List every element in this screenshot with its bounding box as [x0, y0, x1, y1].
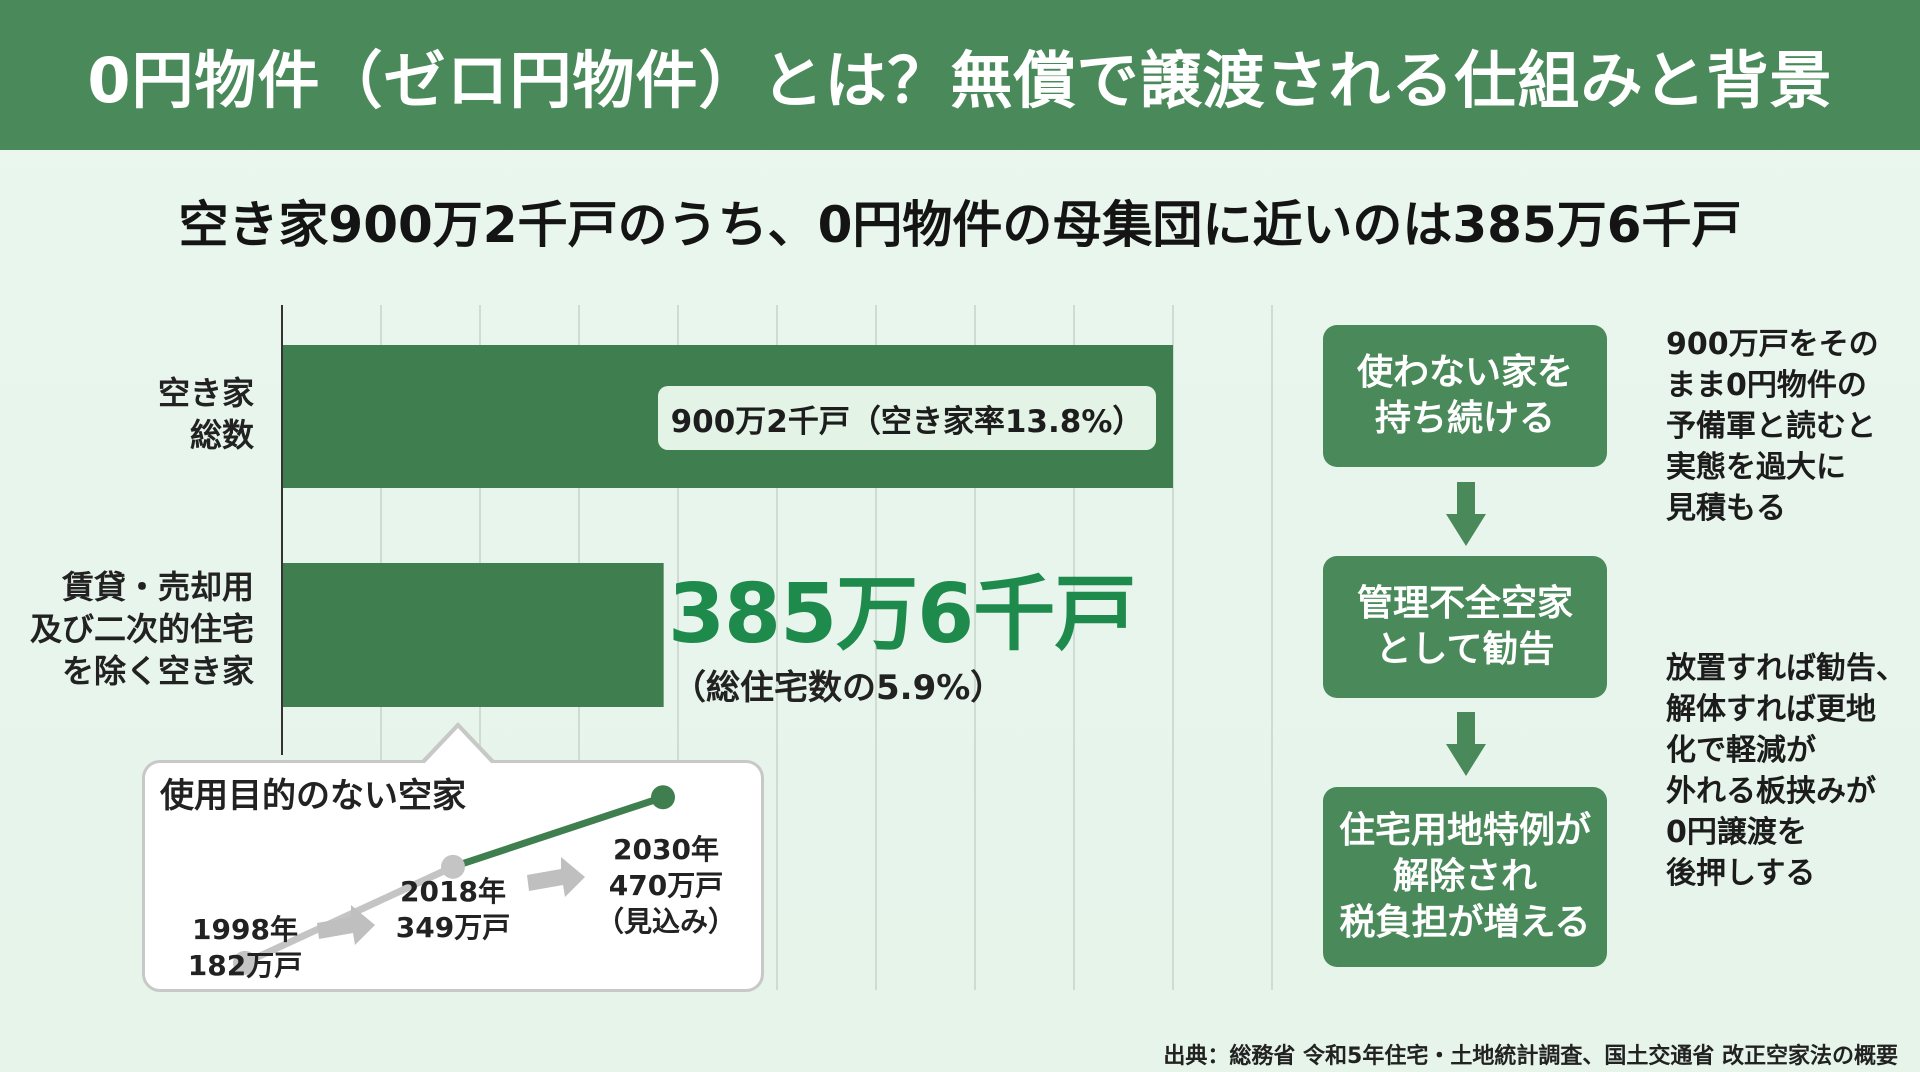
note-dilemma: 放置すれば勧告、 解体すれば更地 化で軽減が 外れる板挟みが 0円譲渡を 後押し…	[1666, 648, 1906, 894]
bar-other-data-label: 385万6千戸	[668, 567, 1136, 662]
flow-step-line: 管理不全空家	[1356, 583, 1573, 624]
flow-step-line: 解除され	[1392, 856, 1537, 897]
category-label-line: 空き家	[157, 374, 254, 412]
category-label-other-vacant: 賃貸・売却用 及び二次的住宅 を除く空き家	[30, 566, 254, 692]
trend-label-2018: 2018年 349万戸	[388, 874, 518, 946]
trend-arrow-right-icon	[317, 905, 375, 945]
note-line: 実態を過大に	[1666, 450, 1846, 485]
trend-value: 470万戸	[608, 869, 724, 902]
header-bar: 0円物件（ゼロ円物件）とは？無償で譲渡される仕組みと背景	[0, 0, 1920, 150]
note-line: 予備軍と読むと	[1666, 409, 1876, 444]
flow-arrow-down-icon	[1446, 482, 1486, 546]
flow-step-line: 住宅用地特例が	[1338, 810, 1591, 851]
trend-label-1998: 1998年 182万戸	[180, 912, 310, 984]
note-line: 解体すれば更地	[1666, 692, 1876, 727]
trend-arrow-right-icon	[527, 857, 585, 897]
note-line: 化で軽減が	[1666, 733, 1816, 768]
trend-value: 182万戸	[187, 949, 303, 982]
chart-subtitle: 空き家900万2千戸のうち、0円物件の母集団に近いのは385万6千戸	[178, 196, 1742, 254]
flow-step-line: として勧告	[1375, 629, 1555, 670]
trend-value: 349万戸	[395, 911, 511, 944]
trend-point	[441, 854, 465, 879]
note-line: 後押しする	[1666, 856, 1816, 891]
flow-step-line: 使わない家を	[1356, 352, 1573, 393]
note-line: 放置すれば勧告、	[1666, 651, 1906, 686]
note-line: 見積もる	[1666, 491, 1786, 526]
trend-year: 2018年	[400, 875, 506, 908]
note-line: 外れる板挟みが	[1666, 774, 1876, 809]
bar-1	[282, 563, 664, 707]
note-line: 900万戸をその	[1666, 327, 1879, 362]
note-line: まま0円物件の	[1666, 368, 1867, 403]
trend-title: 使用目的のない空家	[160, 776, 466, 816]
bar-total-data-label: 900万2千戸（空き家率13.8%）	[658, 386, 1156, 450]
flow-step-tax-increase: 住宅用地特例が 解除され 税負担が増える	[1323, 787, 1607, 967]
bar-other-annotation: （総住宅数の5.9%）	[672, 668, 1005, 708]
trend-segment-forecast	[451, 793, 665, 871]
flow-step-recommendation: 管理不全空家 として勧告	[1323, 556, 1607, 698]
category-label-total-vacant: 空き家 総数	[158, 372, 254, 456]
source-citation: 出典：総務省 令和5年住宅・土地統計調査、国土交通省 改正空家法の概要	[1163, 1044, 1898, 1069]
note-overestimate: 900万戸をその まま0円物件の 予備軍と読むと 実態を過大に 見積もる	[1666, 324, 1879, 529]
category-label-line: 及び二次的住宅	[29, 610, 254, 648]
trend-note: （見込み）	[596, 905, 737, 938]
flow-step-line: 持ち続ける	[1374, 398, 1555, 439]
flow-arrow-down-icon	[1446, 712, 1486, 776]
trend-year: 2030年	[613, 833, 719, 866]
flow-step-keep-house: 使わない家を 持ち続ける	[1323, 325, 1607, 467]
trend-segment-past	[243, 863, 455, 967]
callout-pointer-fill	[424, 728, 492, 764]
page-title: 0円物件（ゼロ円物件）とは？無償で譲渡される仕組みと背景	[87, 44, 1833, 117]
trend-point	[651, 785, 675, 810]
trend-year: 1998年	[192, 913, 298, 946]
trend-line-chart	[233, 785, 675, 975]
note-line: 0円譲渡を	[1666, 815, 1807, 850]
category-label-line: 総数	[189, 416, 254, 454]
trend-point	[233, 950, 257, 975]
category-label-line: 賃貸・売却用	[61, 568, 254, 606]
category-label-line: を除く空き家	[61, 652, 254, 690]
trend-label-2030: 2030年 470万戸 （見込み）	[596, 832, 736, 940]
flow-step-line: 税負担が増える	[1339, 902, 1591, 943]
